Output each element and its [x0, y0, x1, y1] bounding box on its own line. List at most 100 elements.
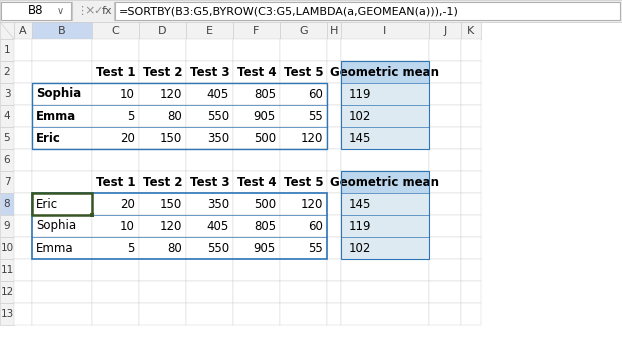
Bar	[461, 193, 481, 215]
Bar	[32, 39, 92, 61]
Bar	[461, 149, 481, 171]
Bar	[186, 259, 233, 281]
Bar	[14, 61, 32, 83]
Bar	[0, 39, 14, 61]
Text: 120: 120	[160, 87, 182, 100]
Text: J: J	[443, 25, 447, 35]
Bar	[233, 105, 280, 127]
Bar	[92, 149, 139, 171]
Text: 20: 20	[120, 197, 135, 211]
Text: Test 2: Test 2	[143, 175, 182, 189]
Bar	[186, 39, 233, 61]
Bar	[32, 105, 92, 127]
Bar	[429, 83, 461, 105]
Text: C: C	[111, 25, 119, 35]
Bar	[14, 171, 32, 193]
Text: A: A	[19, 25, 27, 35]
Text: 150: 150	[160, 197, 182, 211]
Bar	[280, 83, 327, 105]
Bar	[327, 215, 341, 237]
Bar	[461, 215, 481, 237]
Bar	[461, 39, 481, 61]
Bar	[233, 303, 280, 325]
Text: 145: 145	[349, 197, 371, 211]
Text: 102: 102	[349, 109, 371, 122]
Bar	[429, 237, 461, 259]
Bar	[461, 171, 481, 193]
Text: 1: 1	[4, 45, 11, 55]
Text: 119: 119	[349, 87, 371, 100]
Bar	[327, 105, 341, 127]
Text: 5: 5	[128, 109, 135, 122]
Bar	[233, 171, 280, 193]
Bar	[139, 149, 186, 171]
Bar	[0, 259, 14, 281]
Text: 500: 500	[254, 131, 276, 144]
Text: 102: 102	[349, 241, 371, 255]
Text: B: B	[58, 25, 66, 35]
Bar	[233, 61, 280, 83]
Bar	[14, 105, 32, 127]
Bar	[280, 22, 327, 39]
Bar	[341, 105, 429, 127]
Text: 805: 805	[254, 87, 276, 100]
Bar	[341, 193, 429, 215]
Bar	[429, 259, 461, 281]
Text: ⋮: ⋮	[76, 6, 87, 16]
Bar	[32, 259, 92, 281]
Text: 55: 55	[309, 109, 323, 122]
Bar	[32, 83, 92, 105]
Bar	[429, 39, 461, 61]
Bar	[0, 171, 14, 193]
Bar	[429, 193, 461, 215]
Bar	[32, 193, 327, 259]
Bar	[139, 22, 186, 39]
Bar	[186, 237, 233, 259]
Bar	[92, 303, 139, 325]
Bar	[186, 61, 233, 83]
Bar	[186, 171, 233, 193]
Text: B8: B8	[28, 4, 44, 18]
Text: 12: 12	[1, 287, 14, 297]
Text: Test 3: Test 3	[190, 175, 230, 189]
Bar	[327, 127, 341, 149]
Bar	[186, 105, 233, 127]
Bar	[92, 193, 139, 215]
Bar	[32, 193, 92, 215]
Bar	[92, 237, 139, 259]
Text: 10: 10	[120, 87, 135, 100]
Bar	[14, 259, 32, 281]
Bar	[0, 0, 622, 22]
Bar	[139, 39, 186, 61]
Bar	[186, 149, 233, 171]
Bar	[0, 105, 14, 127]
Bar	[341, 171, 429, 259]
Text: 150: 150	[160, 131, 182, 144]
Bar	[139, 127, 186, 149]
Text: 120: 120	[160, 219, 182, 233]
Text: 60: 60	[308, 87, 323, 100]
Bar	[233, 127, 280, 149]
Text: I: I	[383, 25, 387, 35]
Bar	[341, 215, 429, 237]
Bar	[280, 39, 327, 61]
Bar	[92, 171, 139, 193]
Text: 80: 80	[167, 241, 182, 255]
Text: fx: fx	[102, 6, 113, 16]
Bar	[341, 215, 429, 237]
Bar	[32, 237, 92, 259]
Bar	[341, 61, 429, 149]
Bar	[186, 215, 233, 237]
Bar	[461, 259, 481, 281]
Bar	[233, 193, 280, 215]
Bar	[0, 237, 14, 259]
Bar	[327, 22, 341, 39]
Text: 4: 4	[4, 111, 11, 121]
Bar	[327, 149, 341, 171]
Text: K: K	[467, 25, 475, 35]
Text: 2: 2	[4, 67, 11, 77]
Bar	[14, 22, 32, 39]
Text: Test 4: Test 4	[237, 65, 276, 78]
Bar	[327, 193, 341, 215]
Bar	[92, 105, 139, 127]
